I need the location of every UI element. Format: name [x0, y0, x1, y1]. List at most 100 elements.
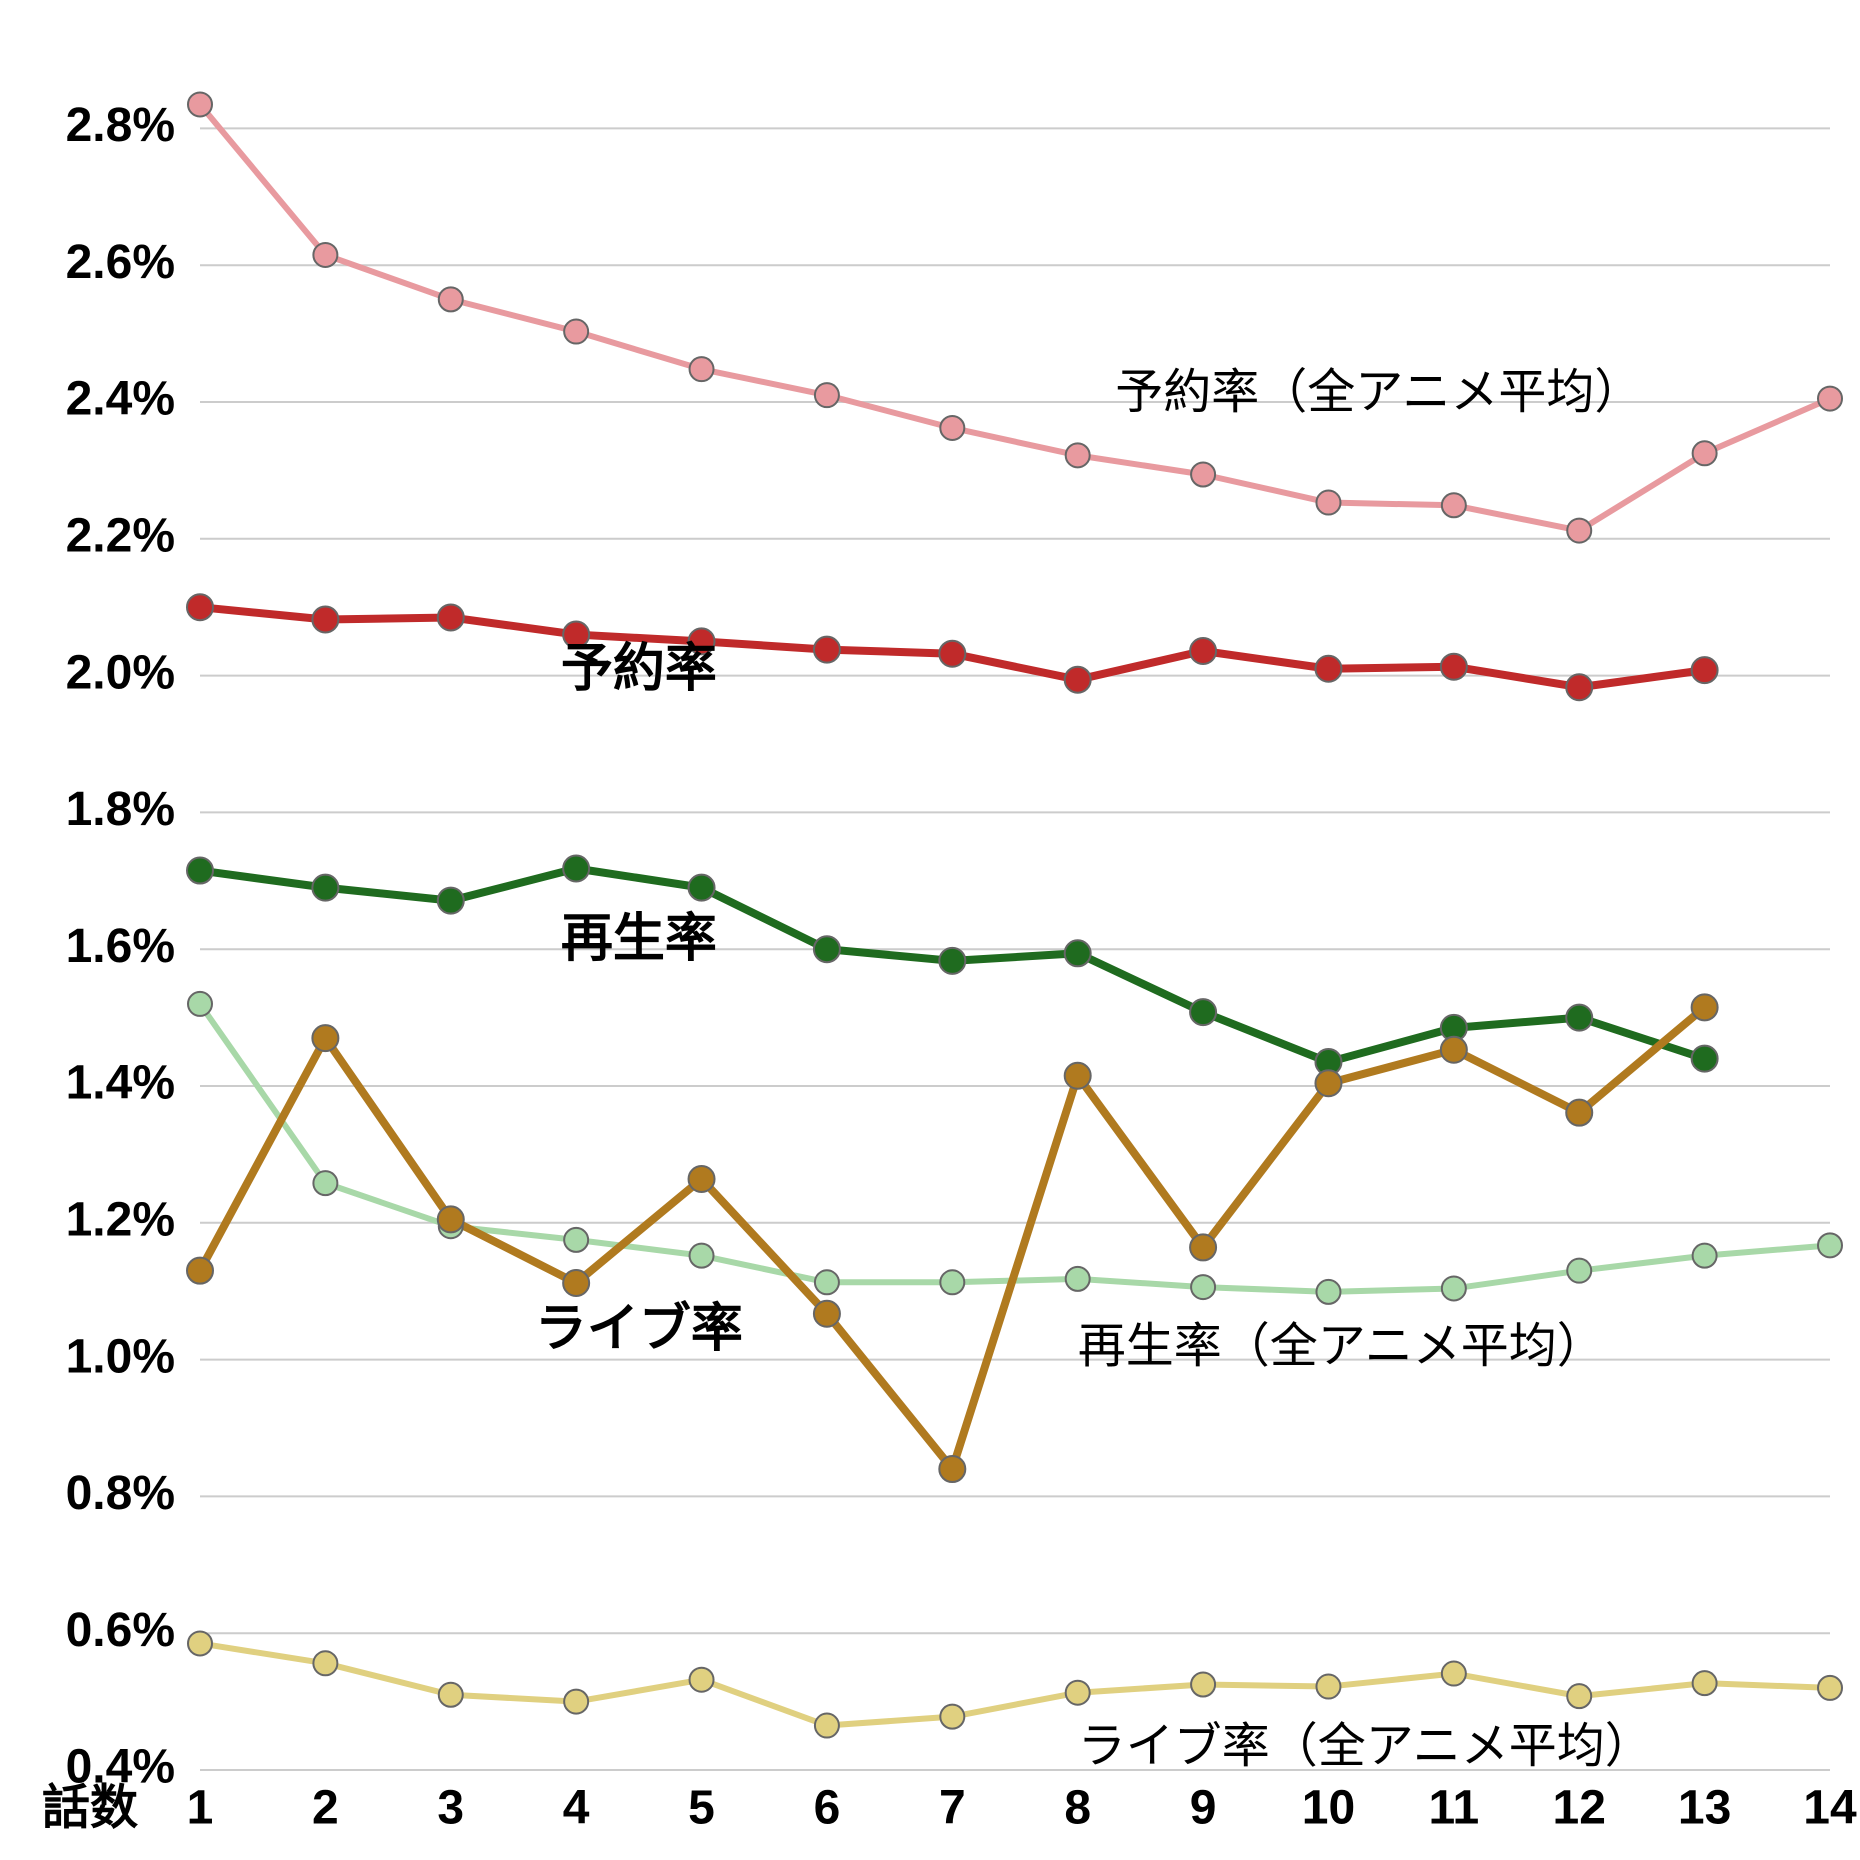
series-marker-saisei — [563, 855, 589, 881]
series-marker-live_all — [188, 1631, 212, 1655]
series-marker-live — [312, 1025, 338, 1051]
series-marker-saisei — [1190, 999, 1216, 1025]
series-marker-yoyaku_all — [690, 357, 714, 381]
series-label-saisei: 再生率 — [561, 910, 717, 968]
series-marker-live_all — [1066, 1681, 1090, 1705]
series-line-yoyaku_all — [200, 104, 1830, 530]
series-marker-live_all — [313, 1651, 337, 1675]
series-marker-yoyaku_all — [1693, 441, 1717, 465]
series-marker-live — [1065, 1063, 1091, 1089]
series-marker-yoyaku — [1065, 667, 1091, 693]
x-tick-label: 5 — [688, 1782, 715, 1835]
series-marker-live_all — [1567, 1684, 1591, 1708]
series-marker-saisei — [438, 888, 464, 914]
series-line-live — [200, 1007, 1705, 1469]
chart-svg: 0.4%0.6%0.8%1.0%1.2%1.4%1.6%1.8%2.0%2.2%… — [0, 0, 1860, 1860]
y-tick-label: 2.0% — [66, 646, 175, 699]
series-label-saisei_all: 再生率（全アニメ平均） — [1078, 1320, 1605, 1373]
y-tick-label: 1.6% — [66, 920, 175, 973]
series-label-yoyaku_all: 予約率（全アニメ平均） — [1115, 366, 1642, 419]
series-marker-yoyaku_all — [188, 92, 212, 116]
y-tick-label: 1.0% — [66, 1330, 175, 1383]
series-marker-yoyaku — [187, 594, 213, 620]
series-marker-live — [1190, 1234, 1216, 1260]
series-marker-saisei_all — [1442, 1276, 1466, 1300]
series-marker-saisei_all — [313, 1171, 337, 1195]
series-marker-saisei_all — [815, 1270, 839, 1294]
episode-rate-line-chart: 0.4%0.6%0.8%1.0%1.2%1.4%1.6%1.8%2.0%2.2%… — [0, 0, 1860, 1860]
series-marker-yoyaku_all — [313, 243, 337, 267]
series-marker-yoyaku_all — [940, 416, 964, 440]
x-tick-label: 9 — [1190, 1782, 1217, 1835]
series-marker-live — [1315, 1070, 1341, 1096]
x-tick-label: 7 — [939, 1782, 966, 1835]
series-marker-live — [1441, 1037, 1467, 1063]
series-marker-live_all — [815, 1714, 839, 1738]
series-marker-live_all — [564, 1690, 588, 1714]
series-marker-live_all — [1316, 1675, 1340, 1699]
y-tick-label: 0.8% — [66, 1467, 175, 1520]
series-marker-yoyaku_all — [1066, 443, 1090, 467]
series-marker-saisei_all — [564, 1228, 588, 1252]
y-tick-label: 1.4% — [66, 1057, 175, 1110]
x-tick-label: 3 — [437, 1782, 464, 1835]
x-tick-label: 12 — [1553, 1782, 1606, 1835]
series-marker-live_all — [1693, 1671, 1717, 1695]
y-tick-label: 0.6% — [66, 1604, 175, 1657]
x-tick-label: 4 — [563, 1782, 590, 1835]
series-marker-saisei_all — [188, 992, 212, 1016]
series-marker-live — [689, 1166, 715, 1192]
x-tick-label: 14 — [1803, 1782, 1857, 1835]
series-marker-saisei_all — [1191, 1275, 1215, 1299]
y-tick-label: 1.8% — [66, 783, 175, 836]
series-marker-saisei — [187, 858, 213, 884]
series-marker-yoyaku_all — [1818, 387, 1842, 411]
series-marker-saisei — [1566, 1005, 1592, 1031]
series-marker-saisei_all — [1693, 1244, 1717, 1268]
x-tick-label: 11 — [1428, 1782, 1479, 1835]
series-marker-yoyaku_all — [1567, 519, 1591, 543]
series-marker-live — [1692, 994, 1718, 1020]
series-marker-live — [1566, 1100, 1592, 1126]
series-label-live_all: ライブ率（全アニメ平均） — [1078, 1720, 1653, 1773]
series-marker-live — [563, 1270, 589, 1296]
series-marker-live — [187, 1258, 213, 1284]
series-markers — [187, 92, 1842, 1737]
series-marker-live_all — [1818, 1676, 1842, 1700]
series-marker-yoyaku — [1692, 657, 1718, 683]
x-axis-title: 話数 — [42, 1782, 138, 1835]
series-marker-saisei_all — [1066, 1267, 1090, 1291]
series-line-saisei_all — [200, 1004, 1830, 1292]
x-tick-label: 8 — [1064, 1782, 1091, 1835]
series-marker-saisei — [939, 948, 965, 974]
series-marker-saisei — [689, 875, 715, 901]
x-tick-label: 6 — [814, 1782, 841, 1835]
series-marker-live_all — [940, 1705, 964, 1729]
series-marker-yoyaku — [939, 641, 965, 667]
series-marker-yoyaku — [1315, 656, 1341, 682]
series-marker-yoyaku — [1441, 654, 1467, 680]
series-marker-saisei_all — [940, 1270, 964, 1294]
series-marker-saisei — [814, 936, 840, 962]
series-marker-yoyaku — [1566, 674, 1592, 700]
x-tick-label: 13 — [1678, 1782, 1731, 1835]
series-marker-yoyaku_all — [1316, 491, 1340, 515]
series-marker-yoyaku — [312, 607, 338, 633]
series-marker-live — [814, 1301, 840, 1327]
y-tick-label: 2.2% — [66, 509, 175, 562]
series-marker-saisei_all — [1818, 1233, 1842, 1257]
series-marker-live_all — [690, 1668, 714, 1692]
series-marker-yoyaku_all — [815, 383, 839, 407]
x-tick-label: 1 — [187, 1782, 214, 1835]
series-marker-saisei — [1692, 1046, 1718, 1072]
series-marker-yoyaku_all — [439, 287, 463, 311]
series-lines — [200, 104, 1830, 1725]
series-marker-saisei — [312, 875, 338, 901]
series-marker-yoyaku — [814, 637, 840, 663]
series-marker-saisei_all — [690, 1244, 714, 1268]
series-marker-yoyaku — [438, 604, 464, 630]
series-label-yoyaku: 予約率 — [561, 640, 717, 698]
x-tick-label: 10 — [1302, 1782, 1355, 1835]
series-marker-yoyaku_all — [564, 320, 588, 344]
series-marker-yoyaku_all — [1191, 463, 1215, 487]
